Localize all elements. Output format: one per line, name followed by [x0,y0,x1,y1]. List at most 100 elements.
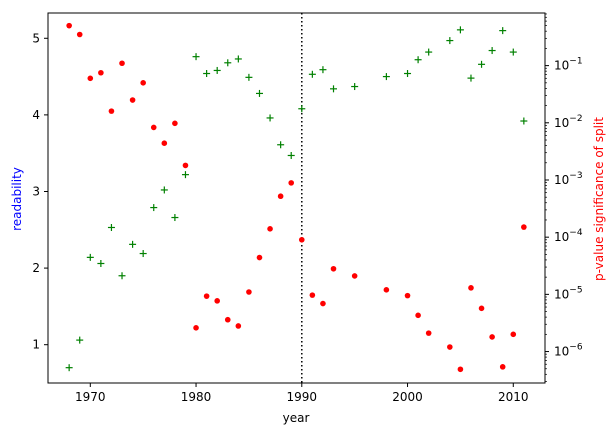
readability-point [351,83,359,91]
pvalue-point [172,120,178,127]
pvalue-point [267,226,273,232]
right-y-tick-label: 10−3 [554,171,583,187]
right-y-tick-base: 10 [554,230,569,244]
left-y-axis-title: readability [10,167,24,231]
pvalue-point [76,31,83,38]
right-y-axis-title: p-value significance of split [592,117,606,281]
pvalue-point [309,292,316,298]
pvalue-point [224,316,231,323]
readability-point [86,253,94,261]
pvalue-point [415,312,421,319]
readability-point [488,47,496,55]
plot-marks [65,13,528,383]
pvalue-point [119,60,125,67]
pvalue-point [150,124,157,131]
readability-point [287,151,295,159]
pvalue-point [521,224,527,230]
pvalue-point [98,69,104,76]
readability-point [181,171,189,179]
x-tick-label: 1990 [287,390,318,404]
readability-point [234,55,242,63]
x-tick-label: 1970 [75,390,106,404]
readability-point [298,105,306,113]
readability-point [520,117,528,125]
x-tick-label: 2000 [392,390,423,404]
pvalue-point [351,273,358,279]
left-y-tick-label: 4 [32,108,40,122]
readability-point [266,114,274,122]
pvalue-point [404,292,411,299]
pvalue-point [320,300,326,307]
pvalue-point [256,254,263,261]
right-y-tick-label: 10−5 [554,285,583,301]
left-y-tick-label: 5 [32,31,40,45]
readability-point [97,259,105,267]
pvalue-point [383,287,390,293]
right-y-tick-base: 10 [554,59,569,73]
right-y-tick-exponent: −1 [569,57,582,67]
pvalue-point [182,162,189,169]
right-y-tick-base: 10 [554,173,569,187]
readability-point [192,53,200,61]
pvalue-point [140,80,146,86]
readability-point [171,214,179,222]
x-tick-label: 1980 [181,390,212,404]
readability-point [319,66,327,74]
readability-point [425,48,433,56]
right-y-tick-base: 10 [554,345,569,359]
pvalue-point [108,108,115,114]
readability-point [499,27,507,35]
readability-point [446,37,454,45]
right-y-tick-base: 10 [554,116,569,130]
pvalue-point [66,22,72,29]
readability-point [129,240,137,248]
readability-point [255,89,263,97]
pvalue-point [288,180,295,186]
readability-point [160,186,168,194]
pvalue-point [214,298,220,304]
pvalue-point [203,293,210,299]
readability-point [404,70,412,78]
pvalue-point [87,75,94,82]
right-y-tick-label: 10−6 [554,343,583,359]
readability-point [65,364,73,372]
pvalue-point [330,265,337,272]
readability-point [330,85,338,93]
readability-point [213,66,221,74]
pvalue-point [129,97,136,103]
right-y-tick-label: 10−4 [554,228,583,244]
right-y-tick-label: 10−1 [554,57,583,73]
pvalue-point [510,331,517,338]
readability-point [245,73,253,81]
x-axis-title: year [283,411,310,425]
pvalue-point [298,236,305,243]
readability-point [118,272,126,280]
pvalue-point [468,285,474,291]
pvalue-point [246,289,252,295]
right-y-tick-exponent: −3 [569,171,582,181]
axis-ticks: 1970 1980 1990 2000 20101234510−610−510−410−… [32,13,583,404]
readability-point [456,26,464,34]
pvalue-point [235,323,242,329]
pvalue-point [425,330,432,336]
pvalue-point [457,366,464,373]
readability-point [509,48,517,56]
pvalue-point [478,305,485,312]
readability-point [139,250,147,258]
readability-point [478,60,486,68]
right-y-tick-label: 10−2 [554,114,583,130]
readability-point [203,70,211,78]
readability-point [414,56,422,64]
pvalue-point [447,344,453,350]
readability-point [107,223,115,231]
x-tick-label: 2010 [498,390,529,404]
readability-point [382,73,390,81]
readability-point [467,74,475,82]
pvalue-point [499,364,506,370]
readability-point [277,141,285,149]
pvalue-point [489,334,495,340]
left-y-tick-label: 1 [32,338,40,352]
left-y-tick-label: 3 [32,184,40,198]
